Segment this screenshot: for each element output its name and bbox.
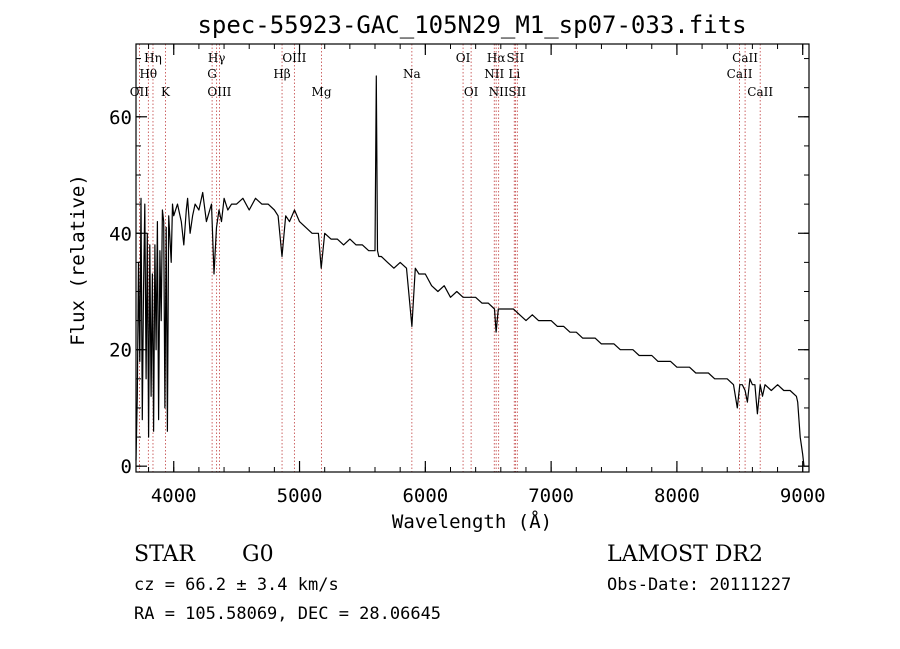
x-tick-label: 7000 [528,485,574,507]
line-label-20: CaII [732,51,758,65]
plot-axes: 4000 5000 6000 7000 8000 9000 0 20 40 60 [109,43,826,507]
line-label-12: OI [464,85,479,99]
line-label-11: OI [456,51,471,65]
line-label-1: Hθ [139,67,157,81]
survey-name: LAMOST DR2 [607,542,763,567]
line-label-15: NII [489,85,509,99]
line-label-19: CaII [727,67,753,81]
spectrum-series [135,75,805,467]
line-label-5: Hγ [208,51,226,65]
x-tick-label: 6000 [402,485,448,507]
redshift-text: cz = 66.2 ± 3.4 km/s [134,575,339,595]
x-tick-label: 5000 [277,485,323,507]
line-label-8: OIII [282,51,306,65]
line-label-10: Na [403,67,421,81]
x-tick-label: 8000 [654,485,700,507]
line-label-16: Li [508,67,520,81]
y-tick-label: 60 [109,107,132,129]
line-label-7: Hβ [273,67,290,81]
y-axis-label: Flux (relative) [67,174,89,346]
line-label-0: OII [130,85,150,99]
line-label-18: SII [508,85,526,99]
line-label-17: SII [507,51,525,65]
x-tick-label: 9000 [780,485,826,507]
line-label-4: G [207,67,217,81]
line-label-3: K [161,85,171,99]
x-tick-label: 4000 [151,485,197,507]
y-tick-label: 0 [121,456,132,478]
plot-frame [135,43,810,473]
chart-title: spec-55923-GAC_105N29_M1_sp07-033.fits [197,11,746,39]
spectral-line-markers: OII Hθ Hη K G Hγ OIII Hβ OIII Mg Na OI OI NII Hα NII Li S… [130,44,773,472]
line-label-14: Hα [487,51,506,65]
object-class: STAR [134,542,196,567]
y-tick-label: 40 [109,223,132,245]
line-label-21: CaII [747,85,773,99]
line-label-9: Mg [312,85,332,99]
object-subclass: G0 [242,542,274,567]
spectrum-line-0 [135,75,805,467]
x-axis-label: Wavelength (Å) [392,510,552,533]
y-tick-label: 20 [109,340,132,362]
obs-date-text: Obs-Date: 20111227 [607,575,791,595]
coordinates-text: RA = 105.58069, DEC = 28.06645 [134,604,441,624]
line-label-13: NII [484,67,504,81]
line-label-6: OIII [207,85,231,99]
line-label-2: Hη [144,51,162,65]
